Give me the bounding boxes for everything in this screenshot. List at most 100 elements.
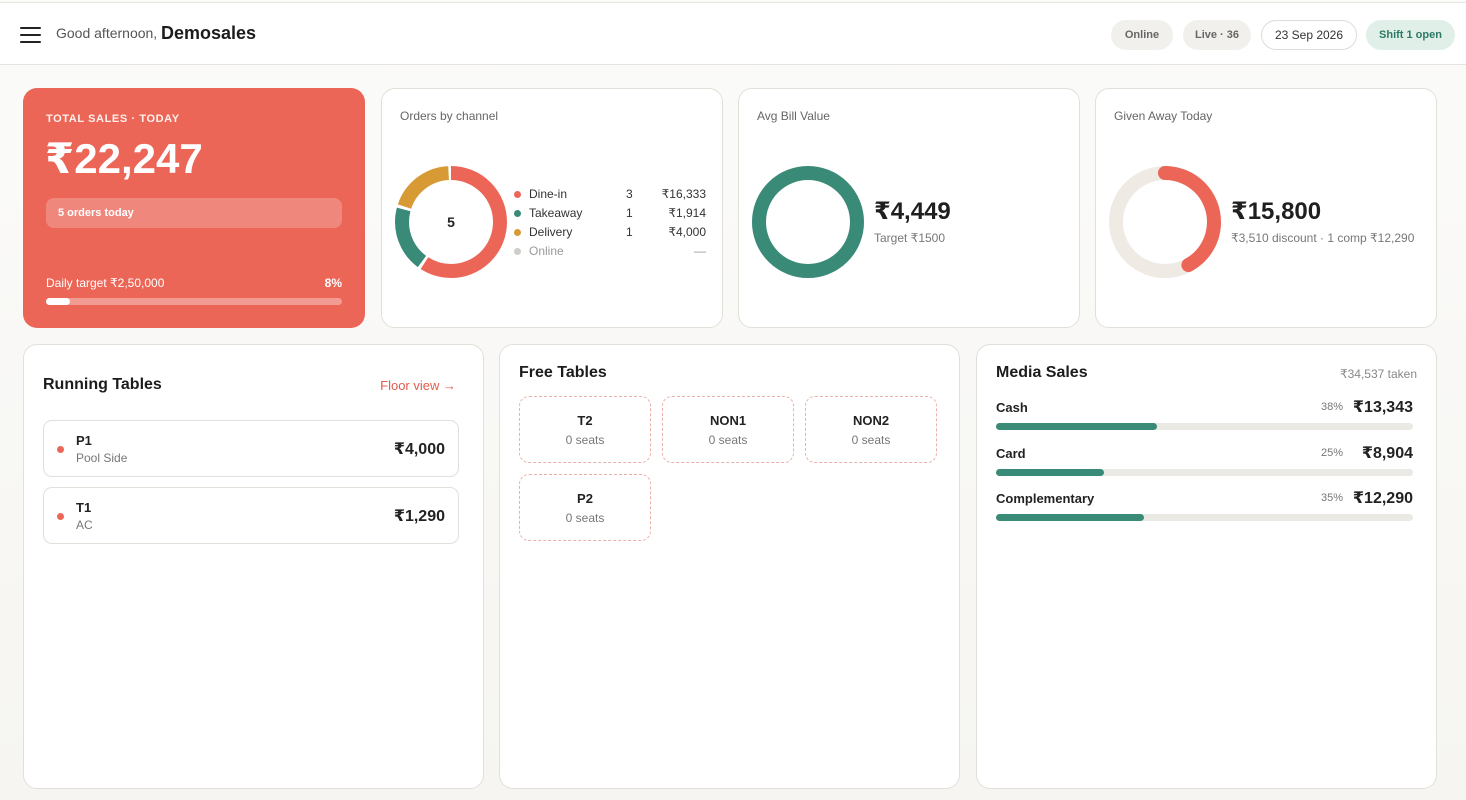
- running-table-row[interactable]: T1 AC ₹1,290: [43, 487, 459, 544]
- gauge-arc: [1109, 166, 1221, 278]
- media-progress-fill: [996, 514, 1145, 521]
- legend-amount: ₹1,914: [668, 206, 706, 220]
- legend-count: 1: [626, 225, 633, 239]
- legend-row-online: Online —: [514, 243, 706, 262]
- media-name: Complementary: [996, 491, 1095, 506]
- media-row-complementary: Complementary 35% ₹12,290: [996, 490, 1413, 531]
- media-progress: [996, 423, 1413, 430]
- total-sales-card: TOTAL SALES · TODAY ₹22,247 5 orders tod…: [23, 88, 365, 328]
- media-sales-total: ₹34,537 taken: [1339, 367, 1417, 381]
- running-table-row[interactable]: P1 Pool Side ₹4,000: [43, 420, 459, 477]
- avg-bill-gauge: [751, 165, 865, 279]
- delivery-dot-icon: [514, 229, 521, 236]
- legend-row-dine-in: Dine-in 3 ₹16,333: [514, 186, 706, 205]
- date-button[interactable]: 23 Sep 2026: [1261, 20, 1357, 50]
- given-away-gauge: [1108, 165, 1222, 279]
- table-name: T1: [76, 500, 92, 515]
- media-amount: ₹12,290: [1352, 490, 1413, 507]
- media-row-card: Card 25% ₹8,904: [996, 445, 1413, 486]
- legend-amount: ₹4,000: [668, 225, 706, 239]
- table-name: P1: [76, 433, 92, 448]
- legend-amount: ₹16,333: [661, 187, 706, 201]
- given-away-title: Given Away Today: [1114, 109, 1213, 123]
- online-dot-icon: [514, 248, 521, 255]
- legend-row-takeaway: Takeaway 1 ₹1,914: [514, 205, 706, 224]
- media-name: Cash: [996, 400, 1028, 415]
- shift-status-badge[interactable]: Shift 1 open: [1366, 20, 1455, 50]
- running-tables-card: Running Tables Floor view → P1 Pool Side…: [23, 344, 484, 789]
- avg-bill-target: Target ₹1500: [874, 231, 946, 245]
- media-amount: ₹8,904: [1361, 445, 1413, 462]
- dine-in-dot-icon: [514, 191, 521, 198]
- free-table-tile[interactable]: NON2 0 seats: [805, 396, 937, 463]
- menu-icon[interactable]: [20, 26, 42, 44]
- free-table-tile[interactable]: NON1 0 seats: [662, 396, 794, 463]
- tile-seats: 0 seats: [708, 433, 748, 447]
- legend-row-delivery: Delivery 1 ₹4,000: [514, 224, 706, 243]
- given-away-value: ₹15,800: [1231, 198, 1322, 225]
- avg-bill-title: Avg Bill Value: [757, 109, 830, 123]
- legend-count: 1: [626, 206, 633, 220]
- total-sales-label: TOTAL SALES · TODAY: [46, 113, 180, 125]
- table-area: AC: [76, 518, 93, 532]
- legend-count: 3: [626, 187, 633, 201]
- free-tables-title: Free Tables: [519, 364, 607, 381]
- legend-amount: —: [694, 244, 706, 258]
- tile-seats: 0 seats: [565, 433, 605, 447]
- tile-name: NON1: [709, 413, 747, 428]
- media-progress: [996, 514, 1413, 521]
- table-amount: ₹4,000: [393, 441, 445, 458]
- daily-target-percent: 8%: [324, 276, 342, 290]
- user-name: Demosales: [161, 23, 257, 43]
- legend-name: Takeaway: [529, 206, 583, 220]
- top-bar: Good afternoon, Demosales Online Live · …: [0, 2, 1466, 65]
- donut-segment-takeaway: [395, 166, 507, 278]
- online-status-badge: Online: [1111, 20, 1173, 50]
- channel-legend: Dine-in 3 ₹16,333 Takeaway 1 ₹1,914 Deli…: [514, 186, 706, 262]
- media-percent: 35%: [1320, 492, 1343, 504]
- media-amount: ₹13,343: [1352, 399, 1413, 416]
- running-status-dot-icon: [57, 513, 64, 520]
- media-sales-card: Media Sales ₹34,537 taken Cash 38% ₹13,3…: [976, 344, 1437, 789]
- tile-seats: 0 seats: [851, 433, 891, 447]
- daily-target-label: Daily target ₹2,50,000: [46, 276, 165, 290]
- media-row-cash: Cash 38% ₹13,343: [996, 399, 1413, 440]
- media-progress: [996, 469, 1413, 476]
- tile-name: P2: [577, 491, 593, 506]
- orders-by-channel-card: Orders by channel 5 Dine-in 3 ₹16,333 Ta…: [381, 88, 723, 328]
- media-percent: 25%: [1320, 447, 1343, 459]
- legend-name: Online: [529, 244, 564, 258]
- table-amount: ₹1,290: [393, 508, 445, 525]
- gauge-arc: [752, 166, 864, 278]
- free-table-tile[interactable]: P2 0 seats: [519, 474, 651, 541]
- media-sales-title: Media Sales: [996, 364, 1088, 381]
- given-away-card: Given Away Today ₹15,800 ₹3,510 discount…: [1095, 88, 1437, 328]
- channel-donut-total: 5: [447, 214, 455, 230]
- orders-by-channel-title: Orders by channel: [400, 109, 499, 123]
- media-progress-fill: [996, 469, 1104, 476]
- tile-seats: 0 seats: [565, 511, 605, 525]
- orders-today-badge: 5 orders today: [46, 198, 342, 228]
- avg-bill-value: ₹4,449: [874, 198, 951, 225]
- legend-name: Dine-in: [529, 187, 568, 201]
- tile-name: NON2: [852, 413, 890, 428]
- media-name: Card: [996, 446, 1026, 461]
- donut-segment-dine-in: [395, 166, 507, 278]
- total-sales-value: ₹22,247: [45, 135, 203, 182]
- avg-bill-card: Avg Bill Value ₹4,449 Target ₹1500: [738, 88, 1080, 328]
- media-percent: 38%: [1320, 401, 1343, 413]
- free-table-tile[interactable]: T2 0 seats: [519, 396, 651, 463]
- running-tables-title: Running Tables: [43, 376, 162, 393]
- media-progress-fill: [996, 423, 1158, 430]
- legend-name: Delivery: [529, 225, 573, 239]
- table-area: Pool Side: [76, 451, 128, 465]
- free-tables-card: Free Tables T2 0 seats NON1 0 seats NON2…: [499, 344, 960, 789]
- live-count-badge: Live · 36: [1183, 20, 1251, 50]
- tile-name: T2: [577, 413, 593, 428]
- running-status-dot-icon: [57, 446, 64, 453]
- floor-view-link[interactable]: Floor view →: [380, 378, 456, 393]
- daily-target-progress-fill: [46, 298, 70, 305]
- given-away-detail: ₹3,510 discount · 1 comp ₹12,290: [1231, 231, 1415, 245]
- daily-target-progress: [46, 298, 342, 305]
- takeaway-dot-icon: [514, 210, 521, 217]
